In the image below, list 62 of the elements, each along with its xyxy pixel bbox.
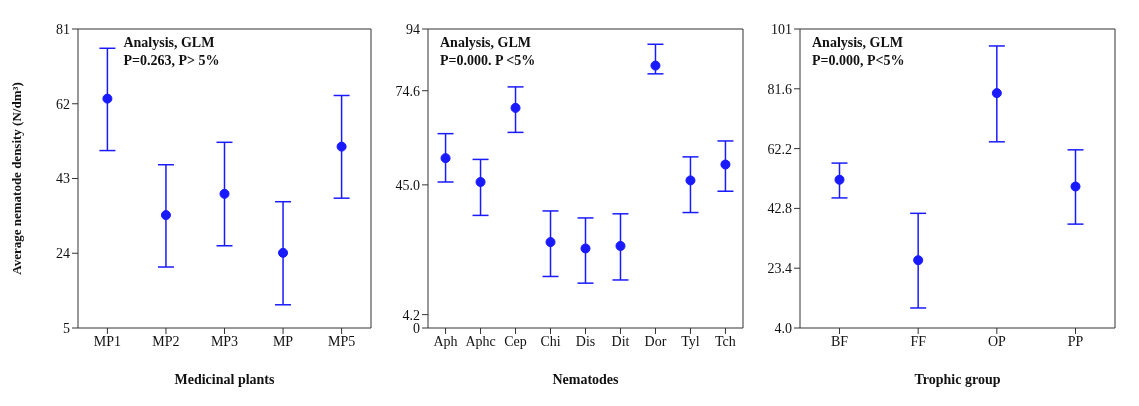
x-tick-label: FF [910, 333, 927, 349]
x-tick-label: PP [1067, 333, 1084, 349]
point [991, 88, 1002, 99]
y-tick-label: 74.6 [395, 83, 420, 99]
x-axis-title: Medicinal plants [174, 372, 276, 387]
point [336, 141, 347, 152]
point [720, 159, 731, 170]
point [834, 174, 845, 185]
point [160, 210, 171, 221]
point [219, 188, 230, 199]
point [440, 153, 451, 164]
x-axis-title: Nematodes [552, 372, 620, 387]
y-tick-label: 43 [56, 171, 70, 187]
y-tick-label: 81 [56, 21, 70, 37]
y-axis-title: Average nematode density (N/dm³) [8, 82, 24, 275]
x-tick-label: MP [272, 333, 294, 349]
x-tick-label: Cep [504, 333, 527, 349]
annotation: P=0.000. P <5% [440, 52, 536, 70]
y-tick-label: 0 [413, 320, 420, 336]
annotation: P=0.263, P> 5% [123, 52, 220, 70]
y-tick-label: 4.0 [774, 320, 792, 336]
y-tick-label: 62.2 [767, 141, 792, 157]
x-axis-title: Trophic group [914, 372, 1001, 387]
x-tick-label: MP5 [327, 333, 356, 349]
x-tick-label: MP2 [152, 333, 180, 349]
x-tick-label: OP [987, 333, 1006, 349]
x-tick-label: Dis [575, 333, 596, 349]
y-tick-label: 81.6 [767, 81, 792, 97]
annotation: Analysis, GLM [812, 34, 904, 52]
point [685, 175, 696, 186]
x-tick-label: Dor [644, 333, 667, 349]
x-tick-label: Tyl [681, 333, 700, 349]
point [650, 60, 661, 71]
y-tick-label: 62 [56, 96, 70, 112]
x-tick-label: MP1 [93, 333, 122, 349]
point [278, 247, 289, 258]
y-tick-label: 101 [771, 21, 792, 37]
x-tick-label: Aphc [465, 333, 496, 349]
x-tick-label: Tch [715, 333, 736, 349]
point [102, 93, 113, 104]
x-tick-label: Dit [611, 333, 630, 349]
point [580, 243, 591, 254]
point [615, 240, 626, 251]
y-tick-label: 5 [63, 320, 70, 336]
point [475, 176, 486, 187]
x-tick-label: Aph [433, 333, 458, 349]
annotation: Analysis, GLM [123, 34, 216, 52]
point [545, 237, 556, 248]
point [510, 102, 521, 113]
x-tick-label: MP3 [210, 333, 239, 349]
y-tick-label: 23.4 [767, 261, 792, 277]
x-tick-label: BF [830, 333, 849, 349]
x-tick-label: Chi [540, 333, 561, 349]
annotation: P=0.000, P<5% [812, 52, 905, 70]
point [1070, 181, 1081, 192]
y-tick-label: 42.8 [767, 201, 792, 217]
y-tick-label: 24 [56, 246, 70, 262]
y-tick-label: 4.2 [402, 307, 420, 323]
y-tick-label: 45.0 [395, 177, 420, 193]
y-tick-label: 94 [406, 21, 420, 37]
annotation: Analysis, GLM [440, 34, 532, 52]
point [913, 255, 924, 266]
